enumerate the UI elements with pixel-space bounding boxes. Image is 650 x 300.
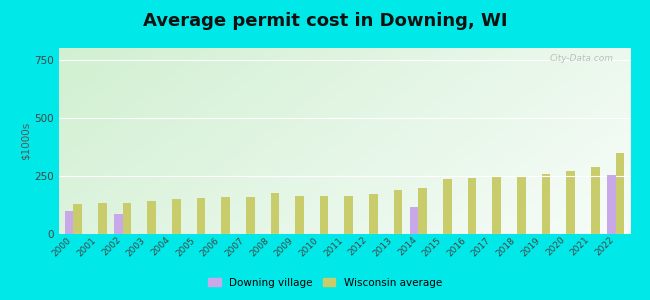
Bar: [591, 167, 600, 234]
Bar: [295, 196, 304, 234]
Bar: [246, 197, 255, 234]
Text: Average permit cost in Downing, WI: Average permit cost in Downing, WI: [143, 12, 507, 30]
Bar: [607, 175, 616, 234]
Bar: [320, 196, 328, 234]
Bar: [64, 211, 73, 234]
Bar: [493, 176, 501, 234]
Bar: [394, 190, 402, 234]
Bar: [468, 178, 476, 234]
Bar: [517, 176, 526, 234]
Bar: [616, 153, 625, 234]
Bar: [123, 203, 131, 234]
Bar: [98, 203, 107, 234]
Bar: [566, 171, 575, 234]
Y-axis label: $1000s: $1000s: [21, 122, 31, 160]
Bar: [344, 196, 353, 234]
Text: City-Data.com: City-Data.com: [549, 54, 614, 63]
Bar: [410, 207, 419, 234]
Bar: [148, 202, 156, 234]
Bar: [541, 173, 551, 234]
Bar: [114, 214, 123, 234]
Bar: [196, 198, 205, 234]
Bar: [221, 197, 230, 234]
Bar: [270, 193, 279, 234]
Bar: [443, 179, 452, 234]
Bar: [419, 188, 427, 234]
Bar: [73, 204, 82, 234]
Legend: Downing village, Wisconsin average: Downing village, Wisconsin average: [204, 274, 446, 292]
Bar: [369, 194, 378, 234]
Bar: [172, 199, 181, 234]
